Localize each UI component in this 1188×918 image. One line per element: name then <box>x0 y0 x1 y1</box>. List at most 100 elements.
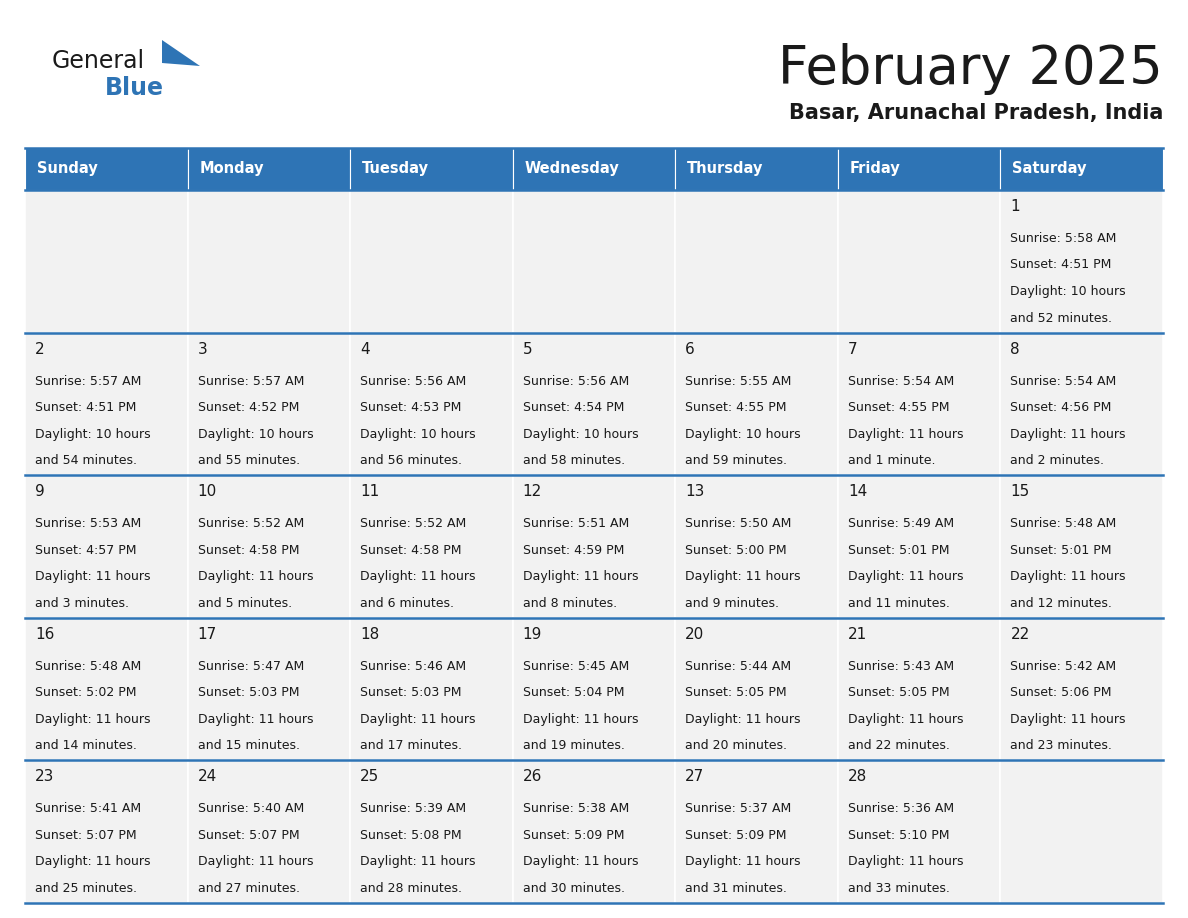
Text: 25: 25 <box>360 769 379 784</box>
Text: Blue: Blue <box>105 76 164 100</box>
Text: Sunset: 4:56 PM: Sunset: 4:56 PM <box>1011 401 1112 414</box>
Bar <box>350 618 513 760</box>
Text: and 14 minutes.: and 14 minutes. <box>34 739 137 752</box>
Bar <box>188 760 350 903</box>
Text: Sunrise: 5:51 AM: Sunrise: 5:51 AM <box>523 517 628 531</box>
Text: Sunset: 5:06 PM: Sunset: 5:06 PM <box>1011 687 1112 700</box>
Text: and 9 minutes.: and 9 minutes. <box>685 597 779 610</box>
Text: Daylight: 11 hours: Daylight: 11 hours <box>523 570 638 583</box>
Text: Sunset: 5:07 PM: Sunset: 5:07 PM <box>34 829 137 842</box>
Text: Daylight: 11 hours: Daylight: 11 hours <box>1011 570 1126 583</box>
Text: 15: 15 <box>1011 484 1030 499</box>
Text: 18: 18 <box>360 627 379 642</box>
Text: Sunset: 4:51 PM: Sunset: 4:51 PM <box>34 401 137 414</box>
Bar <box>1000 618 1163 760</box>
Bar <box>675 332 838 476</box>
Text: Sunrise: 5:43 AM: Sunrise: 5:43 AM <box>848 660 954 673</box>
Text: Sunset: 4:55 PM: Sunset: 4:55 PM <box>848 401 949 414</box>
Text: 11: 11 <box>360 484 379 499</box>
Text: and 22 minutes.: and 22 minutes. <box>848 739 949 752</box>
Text: Daylight: 11 hours: Daylight: 11 hours <box>523 856 638 868</box>
Text: 4: 4 <box>360 341 369 356</box>
Text: Friday: Friday <box>849 162 901 176</box>
Text: and 23 minutes.: and 23 minutes. <box>1011 739 1112 752</box>
Text: Sunrise: 5:47 AM: Sunrise: 5:47 AM <box>197 660 304 673</box>
Bar <box>188 332 350 476</box>
Text: Sunset: 5:08 PM: Sunset: 5:08 PM <box>360 829 462 842</box>
Text: 27: 27 <box>685 769 704 784</box>
Text: and 5 minutes.: and 5 minutes. <box>197 597 292 610</box>
Text: 10: 10 <box>197 484 217 499</box>
Bar <box>350 476 513 618</box>
Bar <box>513 332 675 476</box>
Text: 23: 23 <box>34 769 55 784</box>
Text: 1: 1 <box>1011 199 1020 214</box>
Bar <box>188 148 350 190</box>
Bar <box>1000 760 1163 903</box>
Bar <box>350 190 513 332</box>
Text: Sunday: Sunday <box>37 162 97 176</box>
Text: and 27 minutes.: and 27 minutes. <box>197 882 299 895</box>
Text: Daylight: 11 hours: Daylight: 11 hours <box>34 856 151 868</box>
Bar <box>350 332 513 476</box>
Text: Daylight: 10 hours: Daylight: 10 hours <box>197 428 314 441</box>
Text: and 12 minutes.: and 12 minutes. <box>1011 597 1112 610</box>
Text: 12: 12 <box>523 484 542 499</box>
Text: Monday: Monday <box>200 162 264 176</box>
Text: Sunrise: 5:49 AM: Sunrise: 5:49 AM <box>848 517 954 531</box>
Text: Daylight: 10 hours: Daylight: 10 hours <box>34 428 151 441</box>
Text: Daylight: 11 hours: Daylight: 11 hours <box>685 712 801 726</box>
Bar <box>675 760 838 903</box>
Text: Sunrise: 5:39 AM: Sunrise: 5:39 AM <box>360 802 466 815</box>
Bar <box>350 148 513 190</box>
Text: and 17 minutes.: and 17 minutes. <box>360 739 462 752</box>
Text: Sunset: 4:54 PM: Sunset: 4:54 PM <box>523 401 624 414</box>
Text: Daylight: 11 hours: Daylight: 11 hours <box>1011 712 1126 726</box>
Text: February 2025: February 2025 <box>778 43 1163 95</box>
Bar <box>188 618 350 760</box>
Text: Sunrise: 5:50 AM: Sunrise: 5:50 AM <box>685 517 791 531</box>
Text: and 52 minutes.: and 52 minutes. <box>1011 311 1112 324</box>
Text: 2: 2 <box>34 341 45 356</box>
Bar <box>675 618 838 760</box>
Text: and 20 minutes.: and 20 minutes. <box>685 739 788 752</box>
Bar <box>25 618 188 760</box>
Bar <box>1000 332 1163 476</box>
Text: and 30 minutes.: and 30 minutes. <box>523 882 625 895</box>
Text: 3: 3 <box>197 341 208 356</box>
Text: 14: 14 <box>848 484 867 499</box>
Text: Sunrise: 5:57 AM: Sunrise: 5:57 AM <box>197 375 304 387</box>
Text: Daylight: 11 hours: Daylight: 11 hours <box>1011 428 1126 441</box>
Text: and 3 minutes.: and 3 minutes. <box>34 597 129 610</box>
Text: Sunrise: 5:52 AM: Sunrise: 5:52 AM <box>197 517 304 531</box>
Text: and 1 minute.: and 1 minute. <box>848 454 935 467</box>
Text: Sunset: 5:03 PM: Sunset: 5:03 PM <box>197 687 299 700</box>
Text: Sunset: 5:02 PM: Sunset: 5:02 PM <box>34 687 137 700</box>
Text: and 31 minutes.: and 31 minutes. <box>685 882 788 895</box>
Text: Thursday: Thursday <box>688 162 764 176</box>
Text: Sunset: 5:00 PM: Sunset: 5:00 PM <box>685 543 786 556</box>
Text: Daylight: 11 hours: Daylight: 11 hours <box>523 712 638 726</box>
Bar <box>25 476 188 618</box>
Bar <box>513 476 675 618</box>
Text: and 19 minutes.: and 19 minutes. <box>523 739 625 752</box>
Text: and 55 minutes.: and 55 minutes. <box>197 454 299 467</box>
Text: Daylight: 10 hours: Daylight: 10 hours <box>523 428 638 441</box>
Bar <box>838 332 1000 476</box>
Text: Sunset: 4:53 PM: Sunset: 4:53 PM <box>360 401 461 414</box>
Bar <box>838 190 1000 332</box>
Text: Daylight: 11 hours: Daylight: 11 hours <box>360 570 475 583</box>
Bar <box>675 190 838 332</box>
Bar <box>513 190 675 332</box>
Text: and 8 minutes.: and 8 minutes. <box>523 597 617 610</box>
Text: 17: 17 <box>197 627 217 642</box>
Bar <box>838 760 1000 903</box>
Text: Sunset: 4:51 PM: Sunset: 4:51 PM <box>1011 259 1112 272</box>
Text: and 28 minutes.: and 28 minutes. <box>360 882 462 895</box>
Text: Sunrise: 5:54 AM: Sunrise: 5:54 AM <box>848 375 954 387</box>
Text: and 33 minutes.: and 33 minutes. <box>848 882 949 895</box>
Text: Daylight: 11 hours: Daylight: 11 hours <box>848 428 963 441</box>
Text: and 11 minutes.: and 11 minutes. <box>848 597 949 610</box>
Text: Sunrise: 5:38 AM: Sunrise: 5:38 AM <box>523 802 628 815</box>
Text: Daylight: 11 hours: Daylight: 11 hours <box>848 570 963 583</box>
